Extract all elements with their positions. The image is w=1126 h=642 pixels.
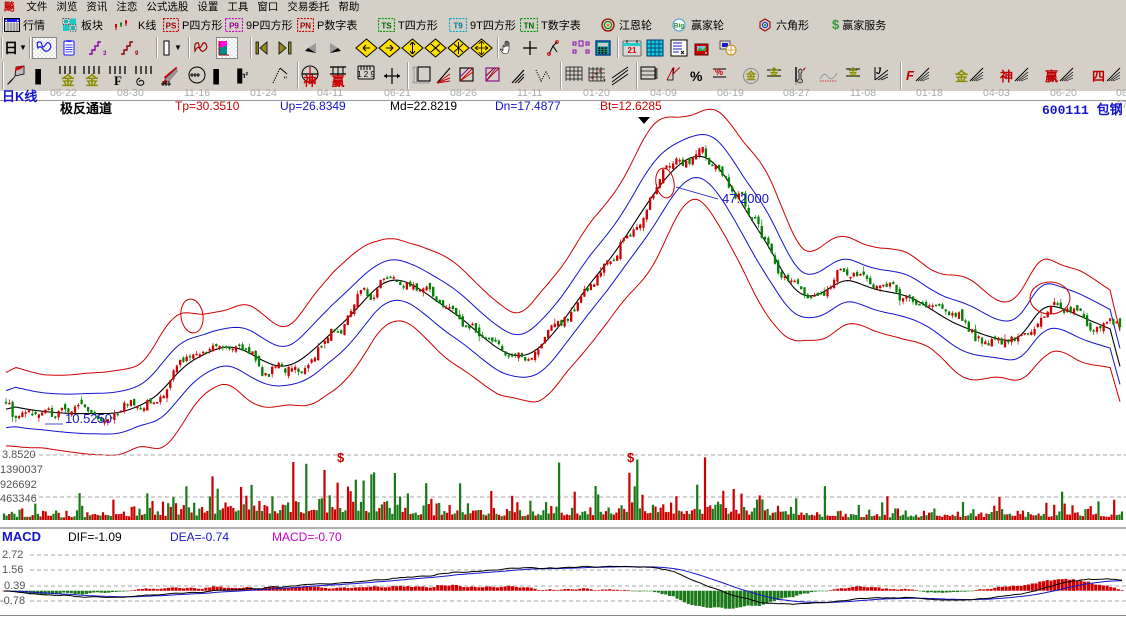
svg-text:2.72: 2.72: [2, 549, 23, 561]
svg-text:金: 金: [84, 73, 99, 87]
svg-text:TS: TS: [381, 21, 392, 30]
svg-text:Big: Big: [674, 22, 685, 29]
svg-text:F: F: [114, 73, 122, 87]
svg-text:TN: TN: [524, 21, 535, 30]
svg-text:3: 3: [103, 51, 106, 56]
svg-text:金: 金: [847, 67, 858, 77]
svg-text:21: 21: [628, 46, 637, 55]
svg-text:'': '': [283, 75, 287, 85]
svg-text:-0.78: -0.78: [0, 595, 25, 607]
svg-text:金: 金: [745, 69, 757, 82]
svg-text:PN: PN: [300, 21, 311, 30]
svg-text:0.39: 0.39: [4, 580, 25, 592]
svg-text:J: J: [876, 66, 882, 76]
svg-text:1.56: 1.56: [2, 564, 23, 576]
svg-text:%: %: [715, 67, 723, 77]
svg-text:T9: T9: [453, 21, 463, 30]
svg-text:神: 神: [303, 74, 316, 87]
svg-text:9: 9: [135, 51, 138, 56]
svg-text:1 2 9: 1 2 9: [357, 70, 375, 79]
svg-text:P9: P9: [229, 21, 239, 30]
svg-text:金: 金: [60, 73, 75, 87]
svg-text:金: 金: [768, 67, 779, 77]
svg-text:PS: PS: [166, 21, 177, 30]
svg-text:赢: 赢: [331, 74, 344, 87]
